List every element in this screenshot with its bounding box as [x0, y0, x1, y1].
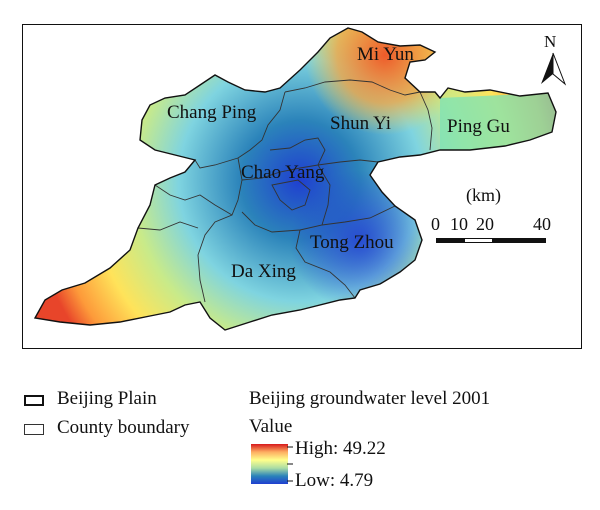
legend-beijing-plain: Beijing Plain — [57, 388, 157, 409]
north-label: N — [544, 32, 557, 51]
scale-tick-0: 0 — [431, 214, 440, 234]
north-arrow-icon — [541, 52, 567, 86]
label-da-xing: Da Xing — [231, 261, 296, 282]
label-chao-yang: Chao Yang — [241, 162, 325, 183]
legend-gradient — [251, 444, 293, 484]
legend-low: Low: 4.79 — [295, 470, 374, 491]
legend-title: Beijing groundwater level 2001 — [249, 388, 491, 409]
map-frame — [22, 24, 582, 349]
scale-bar — [436, 238, 546, 243]
legend-high: High: 49.22 — [295, 438, 386, 459]
label-shun-yi: Shun Yi — [330, 113, 392, 134]
label-tong-zhou: Tong Zhou — [310, 232, 394, 253]
legend-county-boundary: County boundary — [57, 417, 190, 438]
scale-tick-20: 20 — [476, 214, 494, 234]
county-boundaries — [137, 79, 433, 303]
scale-tick-10: 10 — [450, 214, 468, 234]
legend-swatch-county-boundary — [24, 424, 44, 435]
label-ping-gu: Ping Gu — [447, 116, 510, 137]
scale-unit: (km) — [466, 185, 501, 205]
scale-tick-40: 40 — [533, 214, 551, 234]
label-chang-ping: Chang Ping — [167, 102, 257, 123]
label-mi-yun: Mi Yun — [357, 44, 414, 65]
legend-value-label: Value — [249, 416, 293, 437]
legend-swatch-beijing-plain — [24, 395, 44, 406]
